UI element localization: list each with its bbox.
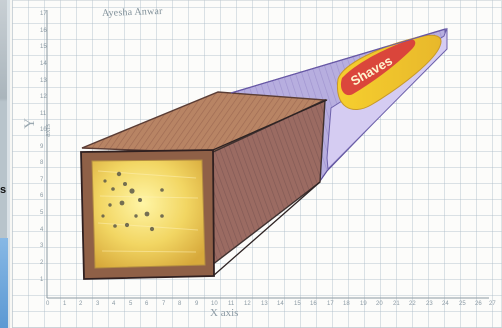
y-tick-label: 15 bbox=[40, 44, 47, 50]
x-tick-label: 5 bbox=[129, 301, 133, 307]
x-tick-labels: 0 1 2 3 4 5 6 7 8 9 10 11 12 13 14 15 16… bbox=[46, 301, 496, 307]
y-tick-label: 3 bbox=[40, 243, 44, 249]
x-tick-label: 20 bbox=[376, 301, 383, 307]
y-tick-labels: 17 16 15 14 13 12 11 10 9 8 7 6 5 4 3 2 … bbox=[40, 11, 47, 283]
y-tick-label: 11 bbox=[40, 111, 47, 117]
x-tick-label: 10 bbox=[211, 301, 218, 307]
x-tick-label: 21 bbox=[393, 301, 400, 307]
wrapper-top-edge bbox=[230, 28, 447, 94]
y-tick-label: 17 bbox=[40, 11, 47, 17]
left-edge-shadow bbox=[0, 0, 7, 328]
x-tick-label: 1 bbox=[63, 301, 67, 307]
x-tick-label: 13 bbox=[261, 301, 268, 307]
x-tick-label: 15 bbox=[294, 301, 301, 307]
y-tick-label: 14 bbox=[40, 61, 47, 67]
x-tick-label: 19 bbox=[360, 301, 367, 307]
x-tick-label: 9 bbox=[195, 301, 199, 307]
x-tick-label: 27 bbox=[489, 301, 496, 307]
y-tick-label: 2 bbox=[40, 260, 44, 266]
x-tick-label: 25 bbox=[459, 301, 466, 307]
x-tick-label: 3 bbox=[96, 301, 100, 307]
x-tick-label: 0 bbox=[46, 301, 50, 307]
x-tick-label: 6 bbox=[145, 301, 149, 307]
y-tick-label: 9 bbox=[40, 144, 44, 150]
x-tick-label: 2 bbox=[79, 301, 83, 307]
y-tick-label: 7 bbox=[40, 177, 44, 183]
y-tick-label: 8 bbox=[40, 160, 44, 166]
wrapper-label bbox=[336, 34, 442, 110]
x-tick-label: 22 bbox=[409, 301, 416, 307]
brand-red-swoosh bbox=[340, 39, 416, 96]
y-tick-label: 13 bbox=[40, 78, 47, 84]
x-tick-label: 26 bbox=[475, 301, 482, 307]
x-tick-label: 4 bbox=[112, 301, 116, 307]
left-edge-blue-strip bbox=[0, 238, 8, 328]
y-tick-label: 12 bbox=[40, 94, 47, 100]
filling-dots bbox=[101, 171, 164, 232]
x-tick-label: 23 bbox=[426, 301, 433, 307]
x-tick-label: 14 bbox=[277, 301, 284, 307]
x-tick-label: 16 bbox=[310, 301, 317, 307]
y-tick-label: 16 bbox=[40, 28, 47, 34]
x-tick-label: 18 bbox=[343, 301, 350, 307]
x-tick-label: 24 bbox=[442, 301, 449, 307]
x-tick-label: 11 bbox=[228, 301, 235, 307]
bar-edge-line bbox=[212, 99, 328, 151]
x-tick-label: 12 bbox=[244, 301, 251, 307]
y-tick-label: 4 bbox=[40, 227, 44, 233]
x-axis-label: X axis bbox=[210, 307, 239, 319]
y-tick-label: 5 bbox=[40, 210, 44, 216]
bar-bottom-edge bbox=[212, 181, 321, 277]
side-mark: s bbox=[0, 184, 7, 196]
y-tick-label: 10 bbox=[40, 127, 47, 133]
x-tick-label: 8 bbox=[178, 301, 182, 307]
x-tick-label: 7 bbox=[162, 301, 166, 307]
y-tick-label: 6 bbox=[40, 193, 44, 199]
x-tick-label: 17 bbox=[327, 301, 334, 307]
y-tick-label: 1 bbox=[40, 277, 44, 283]
filling-texture bbox=[97, 170, 199, 253]
